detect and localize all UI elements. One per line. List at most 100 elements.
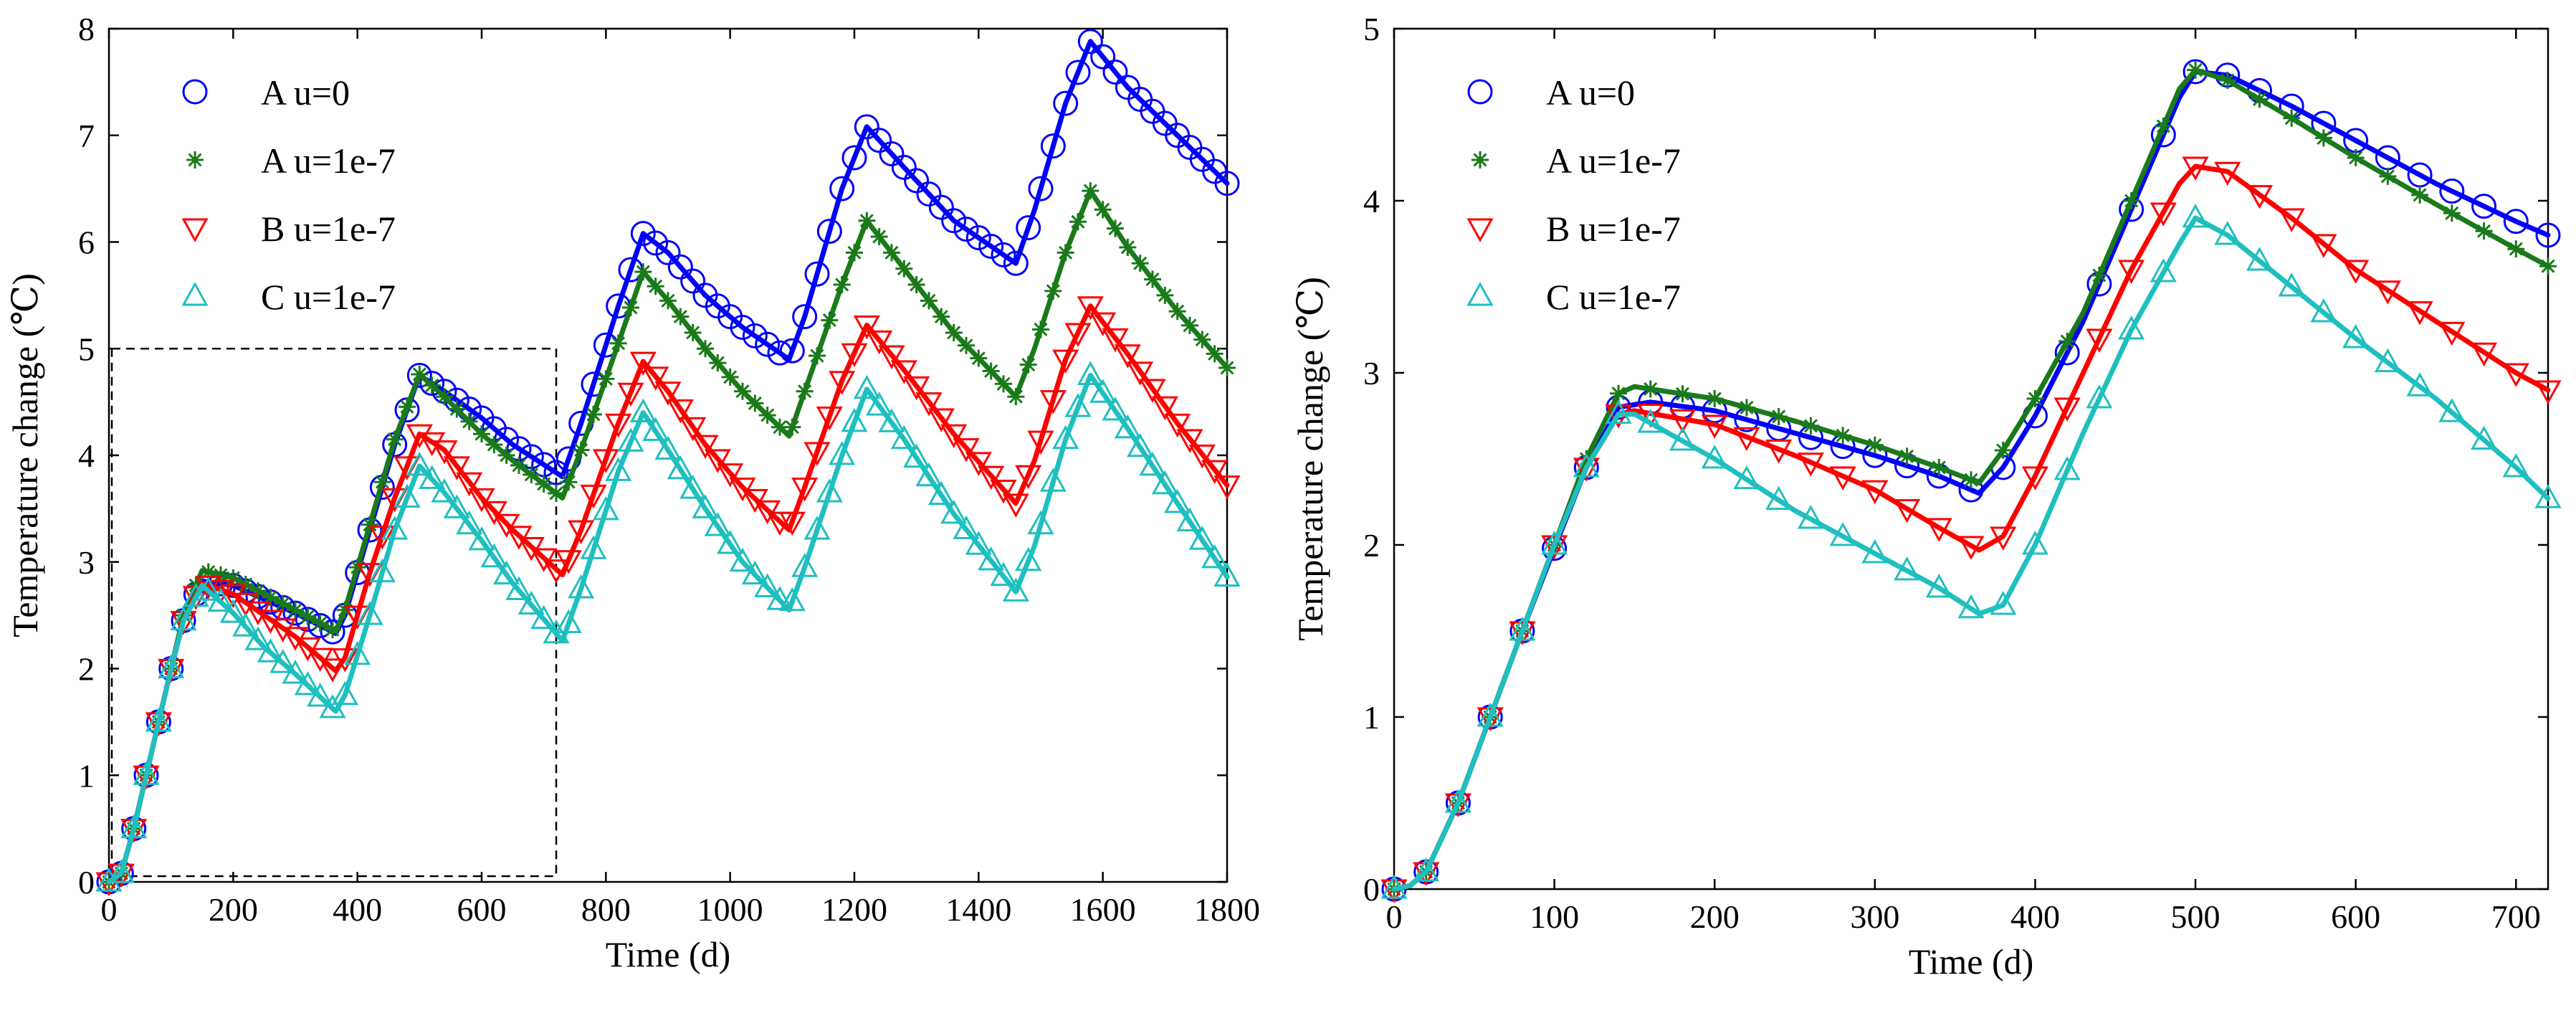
- x-tick-label: 600: [2331, 898, 2380, 935]
- data-point: [1509, 617, 1536, 641]
- data-point: [1039, 467, 1067, 492]
- data-point: [858, 212, 876, 229]
- data-point: [629, 398, 657, 422]
- legend-marker: [1467, 79, 1493, 105]
- data-point: [2251, 90, 2269, 108]
- data-point: [804, 261, 830, 287]
- data-point: [1990, 591, 2017, 615]
- data-point: [829, 371, 856, 395]
- data-point: [517, 590, 545, 615]
- data-point: [473, 425, 490, 443]
- data-point: [555, 609, 582, 634]
- data-point: [1188, 526, 1216, 550]
- y-tick-label: 2: [1363, 527, 1380, 564]
- data-point: [680, 268, 706, 294]
- legend-marker: [1466, 218, 1494, 242]
- data-point: [331, 680, 358, 706]
- data-point: [572, 441, 590, 459]
- data-point: [1019, 356, 1037, 374]
- data-point: [1829, 466, 1856, 490]
- data-point: [1016, 215, 1041, 241]
- data-point: [170, 606, 197, 631]
- data-point: [792, 304, 818, 330]
- data-point: [1114, 344, 1141, 369]
- data-point: [684, 323, 702, 341]
- data-point: [2374, 280, 2401, 305]
- data-point: [505, 576, 533, 601]
- series-c-u-1e-7: [95, 361, 1241, 892]
- data-point: [1053, 90, 1079, 116]
- x-tick-label: 1400: [945, 891, 1011, 928]
- data-point: [945, 323, 963, 341]
- data-point: [393, 483, 421, 508]
- data-point: [1444, 789, 1471, 813]
- data-point: [2411, 186, 2429, 204]
- data-point: [2342, 324, 2370, 348]
- legend-label: C u=1e-7: [261, 277, 396, 317]
- data-point: [269, 618, 297, 642]
- data-point: [970, 349, 988, 367]
- x-tick-label: 200: [1690, 898, 1740, 935]
- data-point: [406, 424, 433, 449]
- y-tick-label: 6: [78, 224, 95, 261]
- y-tick-label: 4: [1363, 183, 1380, 219]
- data-point: [1957, 536, 1985, 560]
- data-point: [368, 526, 396, 550]
- data-point: [1605, 399, 1632, 424]
- data-point: [456, 510, 483, 535]
- data-point: [617, 382, 644, 407]
- data-point: [443, 456, 470, 480]
- data-point: [493, 560, 520, 585]
- data-point: [158, 654, 185, 678]
- data-point: [808, 347, 826, 365]
- data-point: [978, 465, 1005, 490]
- data-point: [928, 194, 954, 220]
- data-point: [2214, 221, 2241, 245]
- data-point: [2535, 222, 2561, 248]
- data-point: [2310, 234, 2337, 258]
- data-point: [361, 516, 378, 533]
- data-point: [1477, 703, 1504, 727]
- data-point: [634, 263, 652, 281]
- data-point: [232, 592, 259, 617]
- legend-label: A u=1e-7: [1546, 141, 1681, 181]
- data-point: [1119, 238, 1137, 256]
- data-point: [870, 228, 888, 246]
- data-point: [530, 604, 558, 630]
- data-point: [1213, 475, 1241, 500]
- data-point: [1089, 379, 1117, 403]
- data-point: [717, 530, 744, 554]
- data-point: [568, 574, 595, 599]
- data-point: [1413, 858, 1440, 882]
- data-point: [2439, 179, 2465, 204]
- data-point: [1052, 349, 1079, 374]
- data-point: [555, 550, 582, 574]
- data-point: [940, 424, 968, 449]
- data-point: [319, 694, 346, 718]
- data-point: [1151, 470, 1178, 495]
- data-point: [1861, 539, 1889, 564]
- data-point: [1206, 345, 1223, 363]
- data-point: [791, 478, 819, 502]
- data-point: [1861, 480, 1889, 505]
- x-tick-label: 200: [209, 891, 258, 928]
- x-tick-label: 0: [1386, 898, 1403, 935]
- data-point: [978, 233, 1004, 259]
- data-point: [1094, 201, 1112, 219]
- data-point: [1213, 562, 1241, 587]
- data-point: [1139, 451, 1166, 476]
- data-point: [460, 412, 478, 430]
- data-point: [1102, 59, 1128, 85]
- data-point: [485, 436, 503, 454]
- data-point: [2406, 372, 2433, 397]
- data-point: [758, 407, 776, 424]
- data-point: [816, 219, 842, 244]
- series-a-u-1e-7: [1385, 61, 2557, 898]
- data-point: [320, 619, 345, 645]
- data-point: [1065, 60, 1091, 85]
- data-point: [679, 475, 707, 499]
- legend-label: A u=0: [1546, 72, 1635, 113]
- x-tick-label: 1600: [1070, 891, 1136, 928]
- data-point: [1990, 526, 2017, 551]
- data-point: [878, 345, 905, 370]
